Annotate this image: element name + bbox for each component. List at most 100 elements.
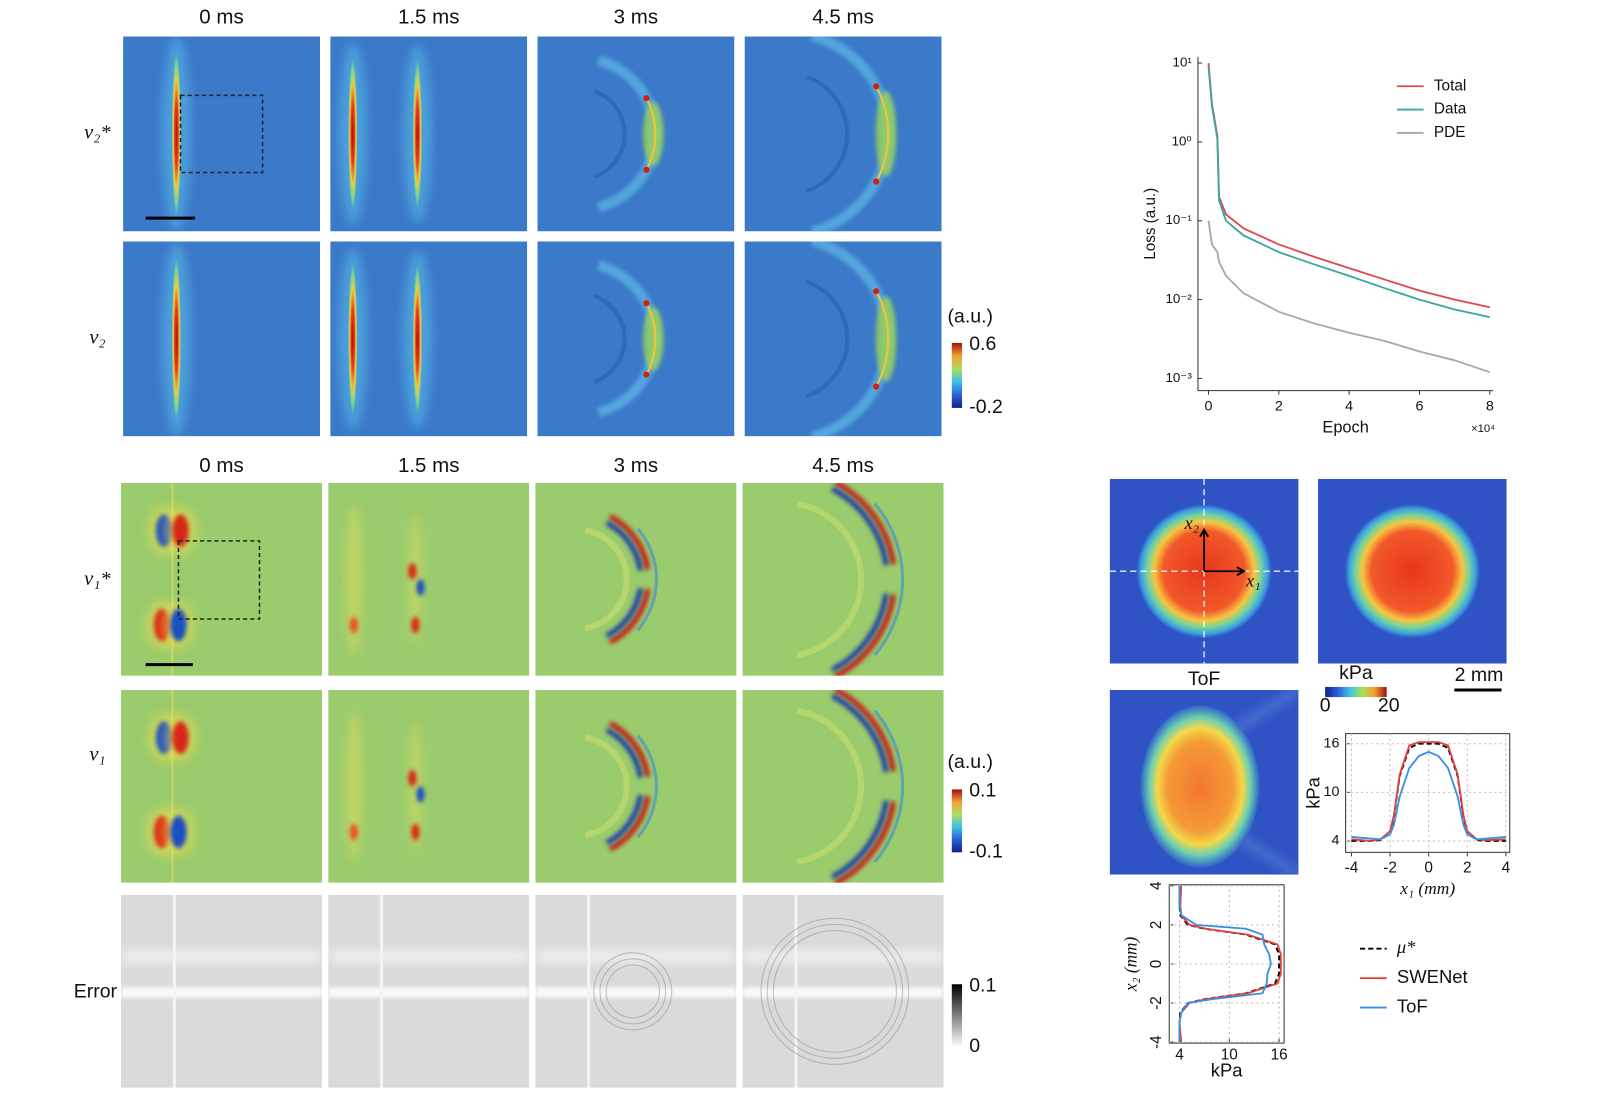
series-line	[1207, 220, 1491, 374]
wave-front	[412, 52, 423, 216]
y-tick-label: 10⁻³	[1165, 370, 1192, 385]
field-bg	[121, 482, 323, 676]
ring	[605, 727, 643, 778]
ring	[605, 794, 643, 846]
colorbar-max: 0.1	[969, 974, 996, 996]
blob	[170, 608, 187, 642]
wave-front	[347, 50, 358, 218]
x-tick-label: -2	[1148, 996, 1165, 1010]
x-tick-label: 8	[1486, 399, 1494, 415]
crescent	[643, 306, 664, 371]
heatmap-panel	[742, 689, 944, 883]
x-tick-label: 2	[1148, 921, 1165, 929]
ring	[834, 689, 896, 772]
x-tick-label: 4	[1345, 399, 1353, 415]
ring	[831, 486, 889, 566]
blob	[172, 721, 189, 754]
streak	[121, 987, 323, 998]
ring	[599, 958, 667, 1025]
colorbar-min: -0.1	[969, 841, 1003, 863]
wave-front	[171, 249, 182, 429]
ring	[875, 290, 890, 388]
x-tick-label: -4	[1148, 1035, 1165, 1049]
ring	[873, 709, 905, 864]
heatmap-panel	[330, 241, 528, 437]
column-header: 3 ms	[614, 7, 658, 29]
streak	[535, 950, 737, 963]
y-tick-label: 10⁻¹	[1165, 212, 1192, 227]
heatmap-panel	[535, 689, 737, 883]
map-title: ToF	[1188, 668, 1221, 690]
ring	[605, 587, 643, 639]
stiffness-map	[1109, 689, 1299, 875]
heatmap-panel	[123, 36, 320, 232]
field-bg	[121, 689, 323, 883]
y-tick-label: 16	[1271, 1046, 1288, 1063]
x-axis-title: Epoch	[1322, 419, 1369, 437]
hot-spot	[643, 300, 650, 307]
ring	[796, 500, 865, 658]
ring	[831, 593, 889, 673]
legend-label: Total	[1434, 77, 1466, 94]
heatmap-panel	[537, 241, 735, 437]
ring	[834, 482, 896, 565]
ring	[805, 74, 850, 194]
heatmap-panel	[330, 36, 528, 232]
hot-spot	[643, 371, 650, 378]
heatmap-panel	[742, 482, 944, 676]
x-axis-title: x₂ (mm)	[1121, 937, 1140, 993]
hot-spot	[873, 83, 880, 90]
blob	[408, 563, 417, 580]
heatmap-panel	[123, 241, 320, 437]
field-bg	[742, 482, 944, 676]
y-tick-label: 4	[1175, 1046, 1184, 1063]
x-tick-label: 2	[1463, 860, 1472, 877]
ring	[593, 294, 627, 384]
heatmap-panel	[328, 482, 530, 676]
stiffness-map	[1317, 478, 1507, 664]
series-line	[1207, 66, 1491, 318]
heatmap-panel	[328, 894, 530, 1088]
blob	[411, 823, 420, 841]
ring	[608, 588, 651, 645]
wave-front	[171, 44, 182, 224]
ring	[796, 707, 865, 865]
y-tick-label: 10	[1221, 1046, 1238, 1063]
heatmap-panel	[744, 241, 942, 437]
field-bg	[535, 482, 737, 676]
y-axis-title: kPa	[1211, 1059, 1244, 1080]
legend-label: SWENet	[1397, 966, 1468, 987]
row-label: v₁*	[84, 568, 111, 590]
column-header: 3 ms	[614, 455, 658, 477]
y-tick-label: 10	[1324, 784, 1340, 800]
blob	[170, 815, 187, 849]
x-tick-label: 0	[1424, 860, 1433, 877]
ring	[834, 801, 896, 883]
field-bg	[537, 36, 735, 232]
ring	[760, 917, 910, 1065]
plot-frame	[1345, 733, 1511, 853]
roi-box	[179, 94, 264, 174]
blob	[349, 616, 358, 634]
x-tick-label: -2	[1383, 860, 1397, 877]
y-tick-label: 10⁻²	[1165, 291, 1192, 306]
series-line	[1351, 750, 1506, 841]
crescent	[643, 101, 664, 166]
colorbar-min: 0	[969, 1035, 980, 1057]
ring	[831, 693, 889, 773]
ring	[766, 923, 904, 1059]
y-tick-label: 10⁰	[1172, 133, 1192, 148]
ring	[636, 734, 658, 839]
colorbar-max: 0.1	[969, 780, 996, 802]
streak	[742, 987, 944, 998]
legend-label: PDE	[1434, 124, 1466, 141]
field-bg	[535, 689, 737, 883]
blob	[349, 823, 358, 841]
hot-spot	[643, 166, 650, 173]
blob	[416, 579, 425, 596]
heatmap-panel	[535, 894, 737, 1088]
scale-label: 2 mm	[1455, 664, 1504, 686]
legend-label: Data	[1434, 101, 1467, 118]
colorbar-max: 20	[1378, 694, 1400, 716]
ring	[584, 734, 630, 839]
